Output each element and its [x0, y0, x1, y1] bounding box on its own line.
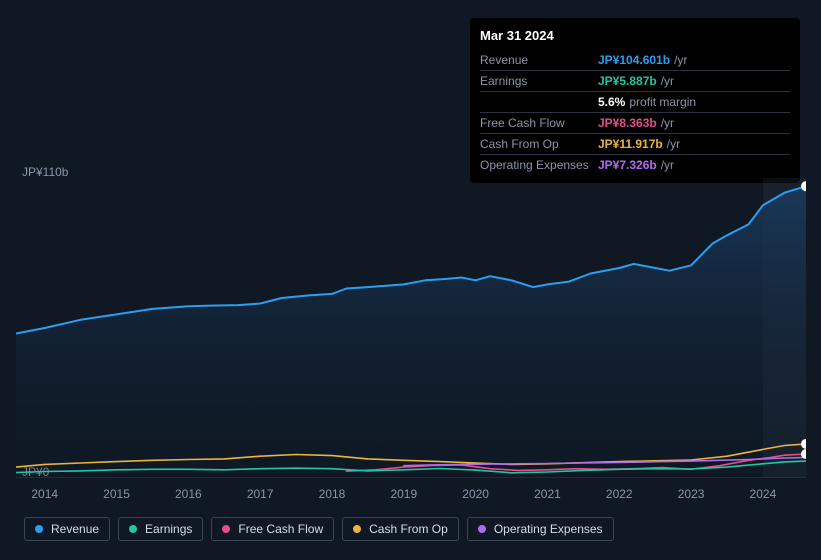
- tooltip-metric-value: JP¥5.887b: [598, 72, 657, 90]
- legend-dot-icon: [478, 525, 486, 533]
- tooltip-metric-value: JP¥8.363b: [598, 114, 657, 132]
- x-axis-tick: 2016: [175, 487, 202, 501]
- series-area-revenue: [16, 186, 806, 478]
- legend-label: Cash From Op: [369, 522, 448, 536]
- legend-item-revenue[interactable]: Revenue: [24, 517, 110, 541]
- tooltip-metric-label: Earnings: [480, 72, 598, 90]
- legend-label: Earnings: [145, 522, 192, 536]
- tooltip-row: 5.6%profit margin: [480, 91, 790, 112]
- tooltip-metric-unit: /yr: [661, 72, 674, 90]
- x-axis-tick: 2019: [390, 487, 417, 501]
- tooltip-date: Mar 31 2024: [480, 26, 790, 46]
- tooltip-metric-label: Free Cash Flow: [480, 114, 598, 132]
- tooltip-metric-label: Revenue: [480, 51, 598, 69]
- tooltip-metric-unit: /yr: [661, 114, 674, 132]
- tooltip-metric-label: Operating Expenses: [480, 156, 598, 174]
- tooltip-metric-label: Cash From Op: [480, 135, 598, 153]
- chart-legend: Revenue Earnings Free Cash Flow Cash From O…: [24, 517, 614, 541]
- y-axis-label: JP¥110b: [22, 165, 68, 179]
- legend-dot-icon: [222, 525, 230, 533]
- x-axis: 2014 2015 2016 2017 2018 2019 2020 2021 2022 2023…: [16, 487, 806, 503]
- chart-tooltip: Mar 31 2024 RevenueJP¥104.601b/yrEarning…: [470, 18, 800, 183]
- legend-item-operating-expenses[interactable]: Operating Expenses: [467, 517, 614, 541]
- tooltip-metric-unit: profit margin: [629, 93, 696, 111]
- legend-dot-icon: [35, 525, 43, 533]
- legend-item-cash-from-op[interactable]: Cash From Op: [342, 517, 459, 541]
- tooltip-metric-value: JP¥11.917b: [598, 135, 663, 153]
- x-axis-tick: 2023: [678, 487, 705, 501]
- x-axis-tick: 2018: [319, 487, 346, 501]
- tooltip-row: Free Cash FlowJP¥8.363b/yr: [480, 112, 790, 133]
- tooltip-metric-unit: /yr: [667, 135, 680, 153]
- legend-label: Revenue: [51, 522, 99, 536]
- tooltip-metric-value: JP¥104.601b: [598, 51, 670, 69]
- x-axis-tick: 2022: [606, 487, 633, 501]
- tooltip-metric-unit: /yr: [674, 51, 687, 69]
- tooltip-row: Operating ExpensesJP¥7.326b/yr: [480, 154, 790, 175]
- legend-label: Operating Expenses: [494, 522, 603, 536]
- legend-dot-icon: [129, 525, 137, 533]
- tooltip-metric-value: 5.6%: [598, 93, 625, 111]
- legend-item-free-cash-flow[interactable]: Free Cash Flow: [211, 517, 334, 541]
- tooltip-row: EarningsJP¥5.887b/yr: [480, 70, 790, 91]
- tooltip-metric-unit: /yr: [661, 156, 674, 174]
- x-axis-tick: 2020: [462, 487, 489, 501]
- x-axis-tick: 2021: [534, 487, 561, 501]
- tooltip-metric-value: JP¥7.326b: [598, 156, 657, 174]
- x-axis-tick: 2014: [31, 487, 58, 501]
- legend-label: Free Cash Flow: [238, 522, 323, 536]
- tooltip-row: Cash From OpJP¥11.917b/yr: [480, 133, 790, 154]
- x-axis-tick: 2015: [103, 487, 130, 501]
- tooltip-row: RevenueJP¥104.601b/yr: [480, 50, 790, 70]
- legend-item-earnings[interactable]: Earnings: [118, 517, 203, 541]
- tooltip-metric-label: [480, 93, 598, 111]
- x-axis-tick: 2024: [750, 487, 777, 501]
- legend-dot-icon: [353, 525, 361, 533]
- chart-plot-area[interactable]: [16, 178, 806, 478]
- x-axis-tick: 2017: [247, 487, 274, 501]
